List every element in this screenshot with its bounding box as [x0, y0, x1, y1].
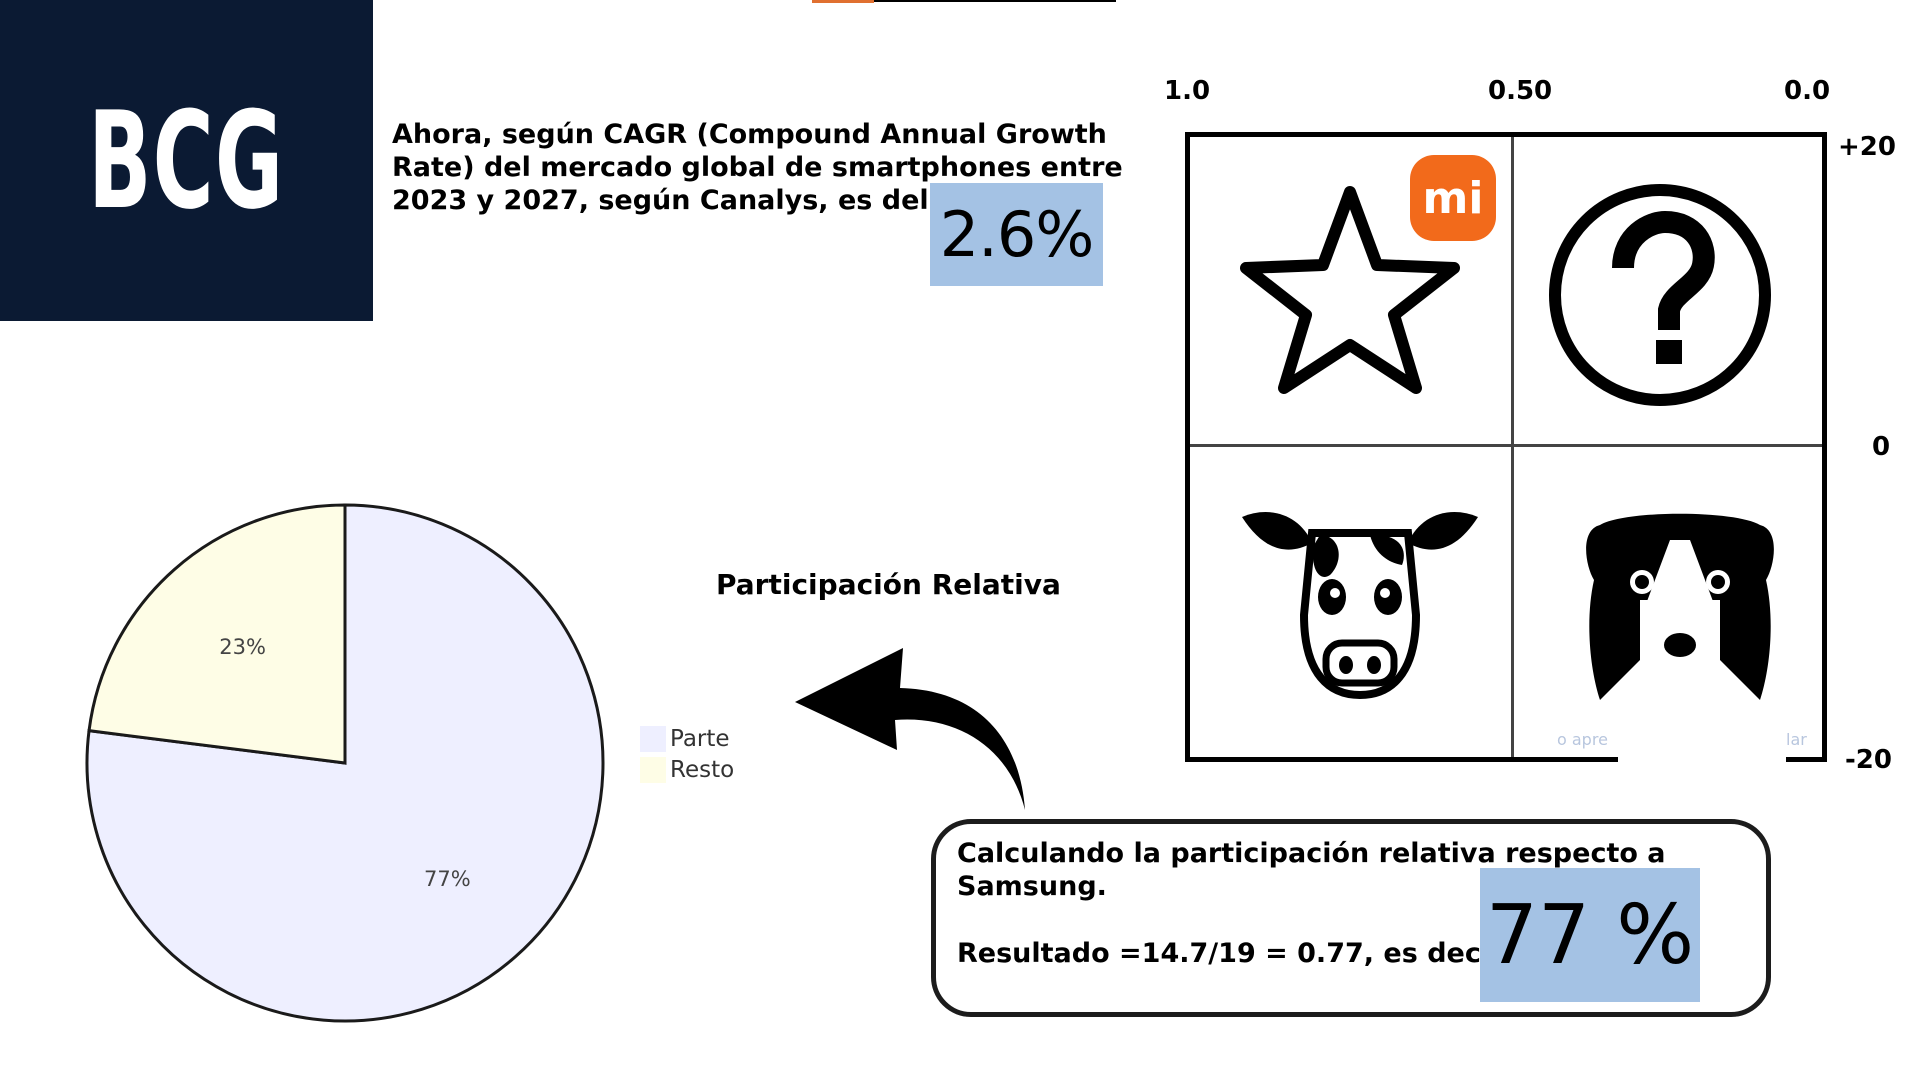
bcg-logo: BCG: [0, 0, 373, 321]
xiaomi-logo-text: mi: [1422, 172, 1484, 224]
matrix-vertical-divider: [1511, 137, 1514, 757]
result-value-highlight: 77 %: [1480, 868, 1700, 1002]
cagr-paragraph: Ahora, según CAGR (Compound Annual Growt…: [392, 119, 1123, 216]
x-axis-label-high: 1.0: [1164, 76, 1211, 106]
pie-chart: 77% 23%: [85, 503, 605, 1023]
x-axis-label-low: 0.0: [1784, 76, 1831, 106]
top-accent-bar: [812, 0, 874, 3]
result-value: 77 %: [1485, 887, 1695, 983]
curved-arrow-icon: [795, 648, 1025, 810]
pie-slice-resto: [87, 503, 347, 765]
star-icon: [1240, 186, 1460, 394]
legend-item-parte: Parte: [640, 726, 730, 752]
legend-label-resto: Resto: [670, 757, 735, 783]
xiaomi-logo: mi: [1410, 155, 1496, 241]
top-divider-line: [874, 0, 1116, 2]
watermark-text-right: lar: [1786, 730, 1807, 749]
legend-item-resto: Resto: [640, 757, 734, 783]
bcg-logo-text: BCG: [88, 82, 285, 239]
watermark-text-left: o apre: [1557, 730, 1608, 749]
pie-label-parte: 77%: [424, 867, 471, 891]
cagr-value: 2.6%: [939, 198, 1095, 271]
cagr-value-highlight: 2.6%: [930, 183, 1103, 286]
result-formula: Resultado =14.7/19 = 0.77, es decir,: [957, 938, 1510, 969]
y-axis-label-high: +20: [1838, 132, 1896, 162]
x-axis-label-mid: 0.50: [1488, 76, 1553, 106]
matrix-horizontal-divider: [1190, 444, 1822, 447]
question-icon: [1549, 184, 1771, 406]
result-explanation: Calculando la participación relativa res…: [957, 838, 1666, 902]
relative-share-title: Participación Relativa: [716, 568, 1061, 601]
pie-label-resto: 23%: [219, 635, 266, 659]
legend-swatch-resto: [640, 757, 666, 783]
y-axis-label-mid: 0: [1872, 432, 1891, 462]
watermark-cover: [1618, 728, 1786, 762]
cow-icon: [1242, 512, 1478, 700]
legend-label-parte: Parte: [670, 726, 730, 752]
dog-icon: [1586, 513, 1774, 700]
y-axis-label-low: -20: [1845, 745, 1892, 775]
legend-swatch-parte: [640, 726, 666, 752]
